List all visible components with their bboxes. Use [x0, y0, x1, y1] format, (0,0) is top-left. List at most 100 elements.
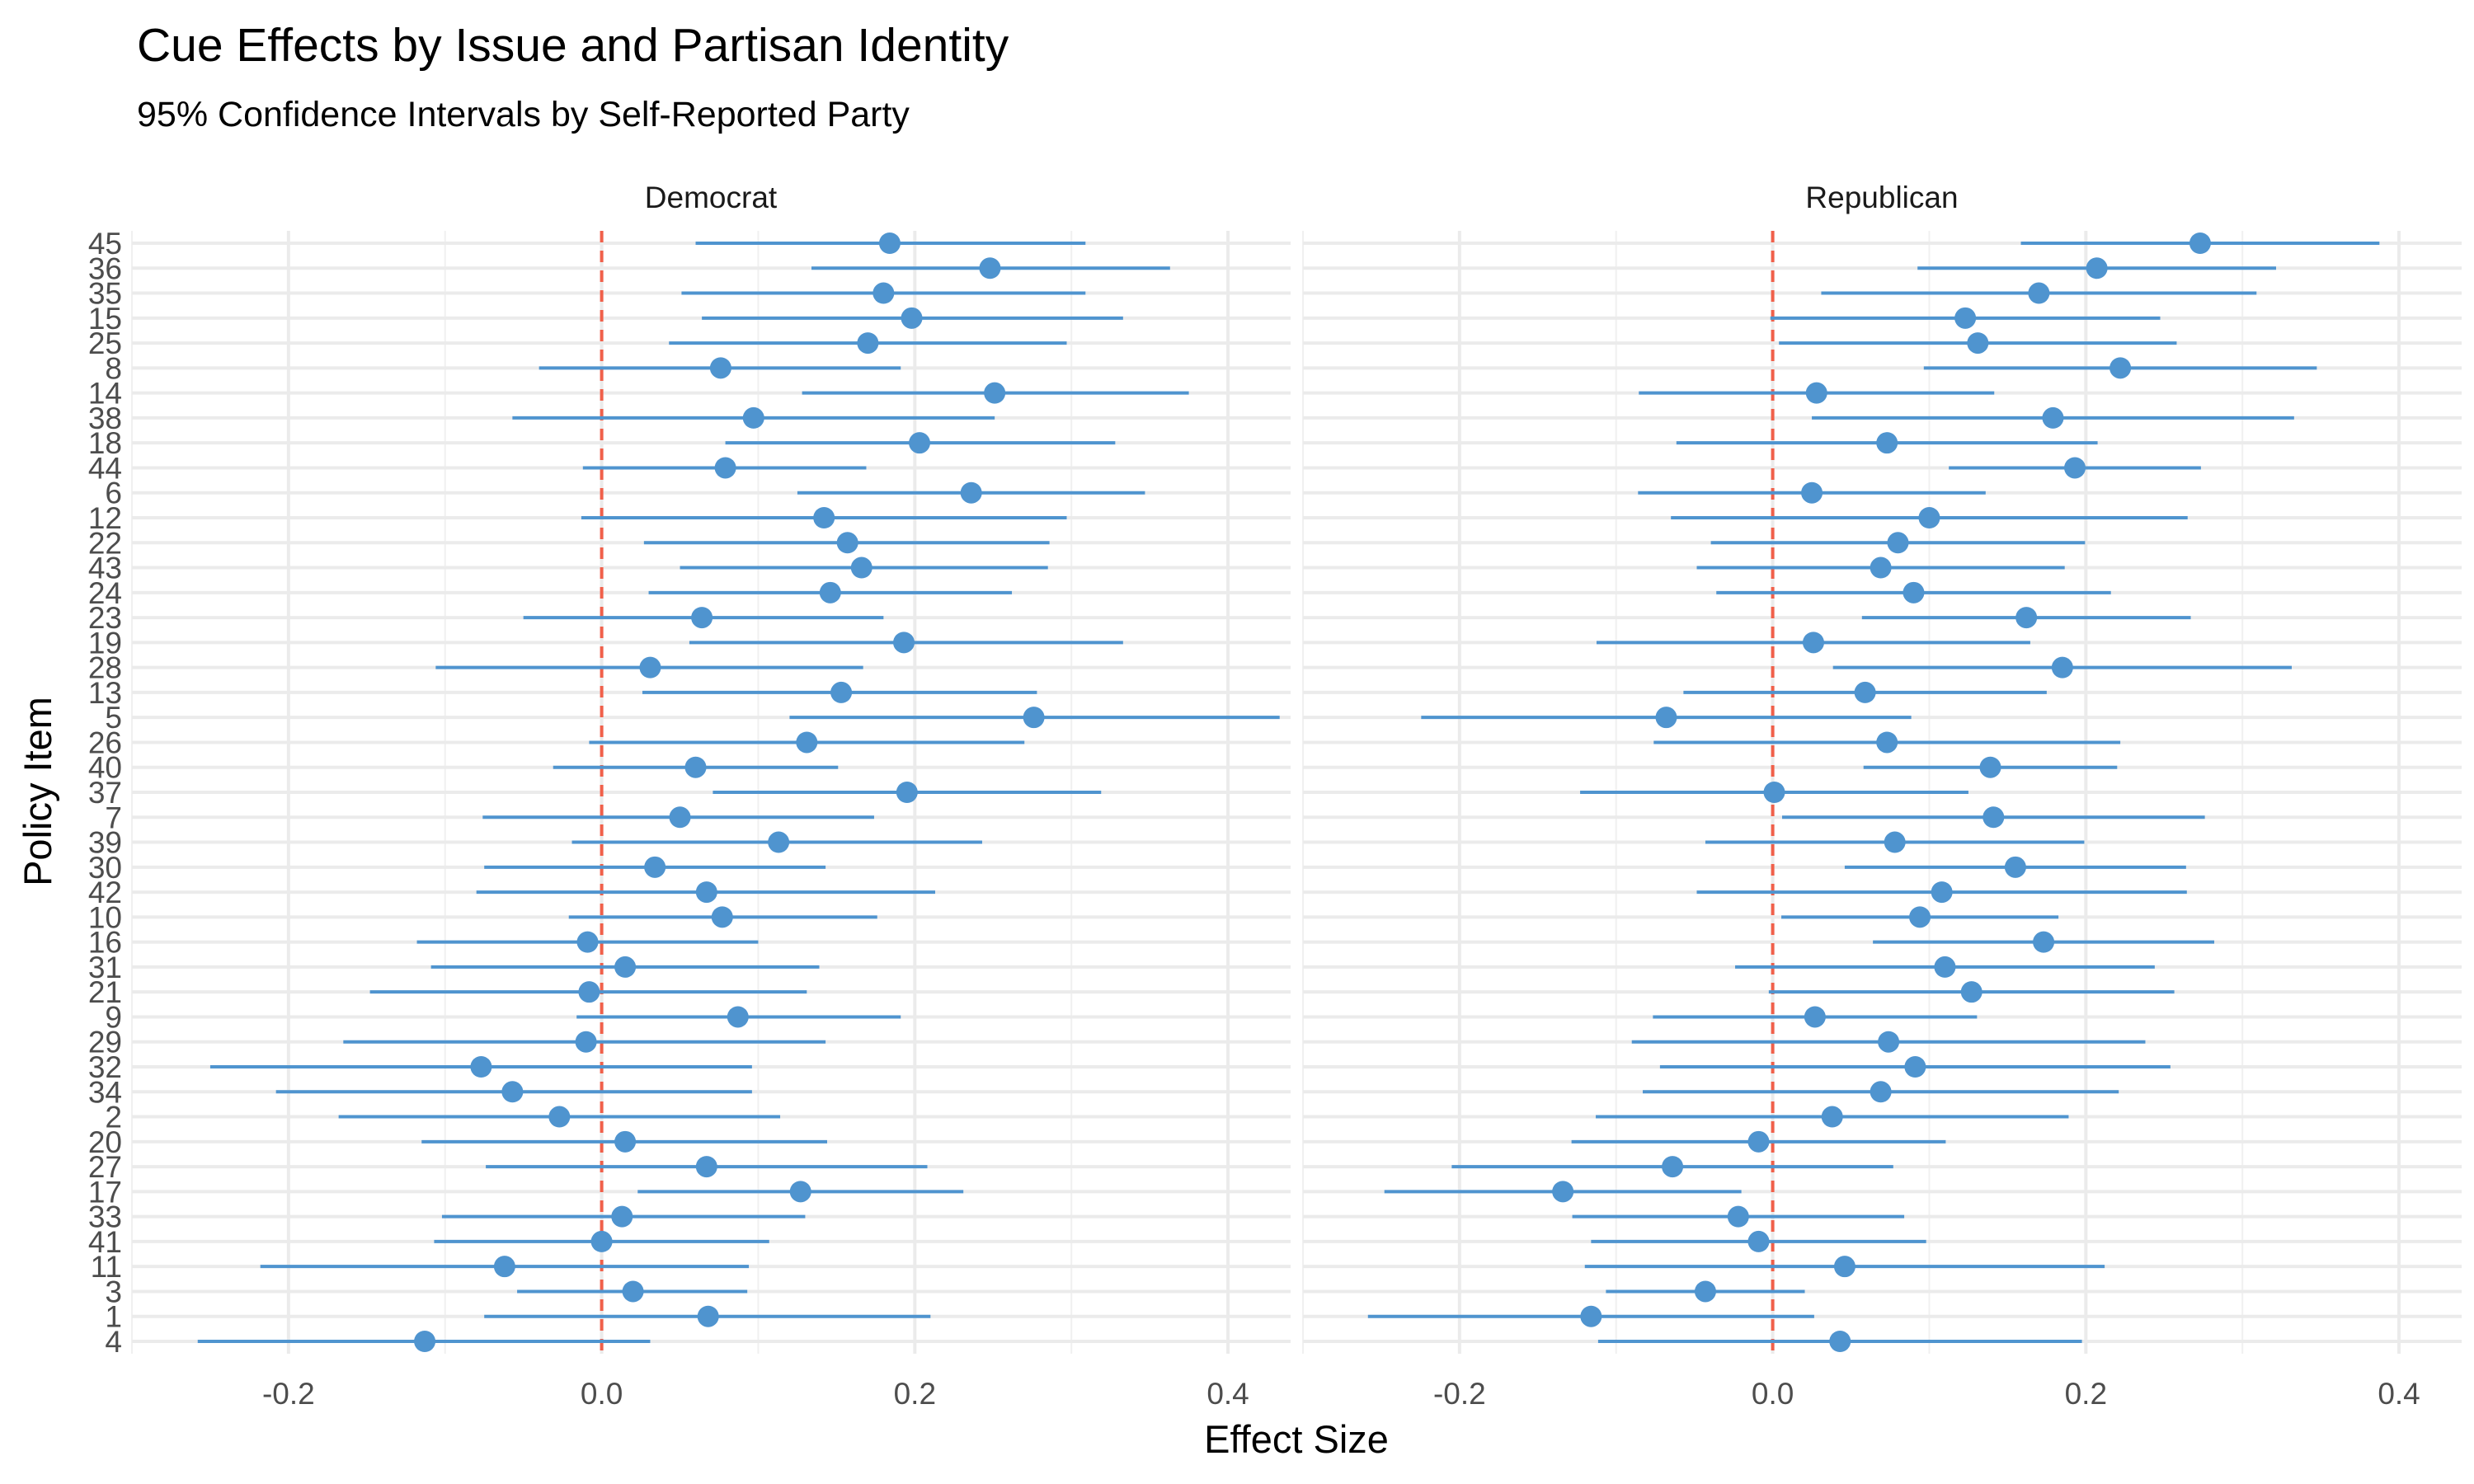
chart-title: Cue Effects by Issue and Partisan Identi…: [137, 19, 1009, 72]
y-tick-label: 17: [88, 1175, 122, 1209]
point-estimate-item-27: [1662, 1156, 1684, 1178]
y-tick-label: 35: [88, 277, 122, 311]
panel-democrat: Democrat: [131, 181, 1291, 1354]
y-tick-label: 6: [105, 477, 122, 510]
point-estimate-item-7: [1982, 806, 2005, 829]
gridlines-democrat: [131, 231, 1291, 1354]
point-estimate-item-14: [984, 382, 1006, 404]
point-estimate-item-31: [1934, 956, 1956, 978]
point-estimate-item-2: [548, 1106, 571, 1128]
y-tick-label: 43: [88, 552, 122, 585]
y-tick-label: 45: [88, 227, 122, 261]
y-tick-label: 18: [88, 426, 122, 460]
point-estimate-item-17: [1552, 1181, 1574, 1203]
y-tick-label: 1: [105, 1300, 122, 1334]
point-estimate-item-13: [1854, 681, 1876, 703]
y-tick-label: 41: [88, 1225, 122, 1259]
point-estimate-item-41: [1747, 1230, 1770, 1252]
point-estimate-item-15: [901, 307, 923, 329]
point-estimate-item-19: [1802, 632, 1824, 654]
point-estimate-item-42: [695, 881, 717, 904]
point-estimate-item-6: [960, 481, 982, 504]
point-estimate-item-16: [2033, 931, 2055, 953]
point-estimate-item-10: [1909, 906, 1931, 928]
y-tick-label: 37: [88, 776, 122, 810]
point-estimate-item-16: [576, 931, 599, 953]
y-tick-label: 30: [88, 851, 122, 885]
point-estimate-item-29: [575, 1031, 597, 1053]
point-estimate-item-43: [1870, 556, 1892, 579]
point-estimate-item-36: [2086, 257, 2108, 279]
point-estimate-item-21: [578, 981, 600, 1003]
point-estimate-item-39: [1884, 831, 1906, 853]
point-estimate-item-37: [1763, 782, 1785, 803]
point-estimate-item-38: [742, 406, 764, 429]
point-estimate-item-30: [2004, 856, 2026, 878]
y-tick-label: 13: [88, 676, 122, 710]
point-estimate-item-15: [1954, 307, 1977, 329]
y-tick-label: 3: [105, 1275, 122, 1308]
y-axis-tick-labels: 4536351525814381844612224324231928135264…: [88, 227, 122, 1359]
y-tick-label: 15: [88, 302, 122, 336]
point-estimate-item-14: [1805, 382, 1827, 404]
y-tick-label: 14: [88, 377, 122, 411]
point-estimate-item-35: [2028, 282, 2050, 304]
point-estimate-item-45: [878, 232, 901, 254]
intervals-democrat: [197, 232, 1280, 1352]
y-tick-label: 31: [88, 951, 122, 984]
y-tick-label: 32: [88, 1050, 122, 1084]
point-estimate-item-31: [614, 956, 637, 978]
point-estimate-item-28: [2051, 656, 2073, 679]
point-estimate-item-11: [1833, 1256, 1856, 1278]
point-estimate-item-12: [1918, 507, 1940, 528]
point-estimate-item-8: [709, 357, 731, 379]
point-estimate-item-12: [813, 507, 835, 528]
point-estimate-item-39: [768, 831, 790, 853]
strip-label-democrat: Democrat: [645, 181, 778, 214]
point-estimate-item-34: [1870, 1081, 1892, 1103]
point-estimate-item-20: [1747, 1130, 1770, 1153]
point-estimate-item-2: [1821, 1106, 1843, 1128]
point-estimate-item-37: [896, 782, 918, 803]
y-tick-label: 26: [88, 726, 122, 759]
point-estimate-item-40: [684, 756, 707, 778]
point-estimate-item-1: [697, 1305, 719, 1327]
point-estimate-item-11: [493, 1256, 515, 1278]
x-tick-label: 0.0: [581, 1377, 623, 1411]
point-estimate-item-4: [414, 1331, 436, 1352]
point-estimate-item-17: [789, 1181, 811, 1203]
point-estimate-item-21: [1960, 981, 1982, 1003]
y-tick-label: 42: [88, 876, 122, 909]
point-estimate-item-33: [611, 1205, 633, 1228]
point-estimate-item-20: [614, 1130, 637, 1153]
point-estimate-item-34: [501, 1081, 524, 1103]
x-axis-tick-labels: -0.2 0.0 0.2 0.4 -0.2 0.0 0.2 0.4: [262, 1377, 2420, 1411]
point-estimate-item-8: [2109, 357, 2132, 379]
point-estimate-item-44: [714, 457, 736, 479]
y-tick-label: 19: [88, 626, 122, 660]
y-tick-label: 28: [88, 651, 122, 685]
x-tick-label: 0.2: [894, 1377, 936, 1411]
y-tick-label: 9: [105, 1000, 122, 1034]
point-estimate-item-1: [1580, 1305, 1602, 1327]
point-estimate-item-36: [979, 257, 1001, 279]
point-estimate-item-7: [669, 806, 691, 829]
y-tick-label: 33: [88, 1200, 122, 1234]
point-estimate-item-13: [830, 681, 853, 703]
y-tick-label: 11: [91, 1250, 122, 1284]
point-estimate-item-30: [644, 856, 666, 878]
point-estimate-item-23: [2015, 607, 2038, 629]
point-estimate-item-24: [819, 581, 841, 603]
y-tick-label: 44: [88, 451, 122, 485]
point-estimate-item-23: [691, 607, 713, 629]
point-estimate-item-5: [1023, 707, 1045, 729]
y-tick-label: 7: [105, 801, 122, 834]
y-tick-label: 39: [88, 826, 122, 860]
y-tick-label: 27: [88, 1150, 122, 1184]
y-tick-label: 38: [88, 402, 122, 435]
point-estimate-item-25: [857, 332, 879, 355]
point-estimate-item-45: [2189, 232, 2211, 254]
point-estimate-item-10: [711, 906, 733, 928]
point-estimate-item-42: [1931, 881, 1953, 904]
point-estimate-item-25: [1967, 332, 1989, 355]
